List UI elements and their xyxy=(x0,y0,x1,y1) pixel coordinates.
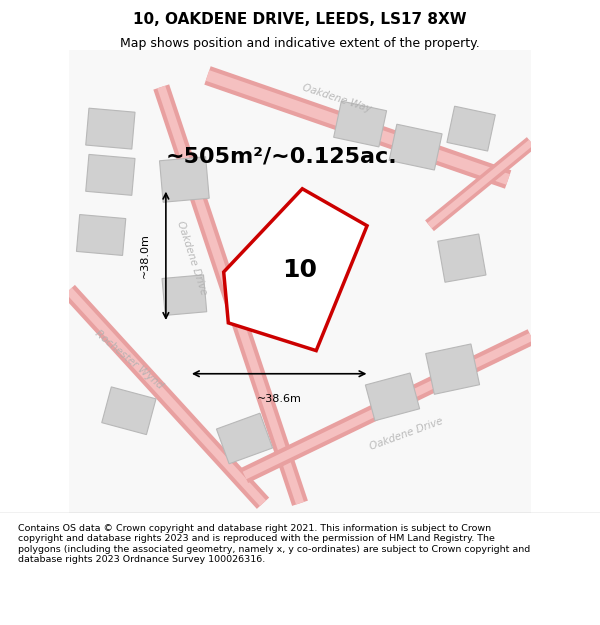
Text: 10, OAKDENE DRIVE, LEEDS, LS17 8XW: 10, OAKDENE DRIVE, LEEDS, LS17 8XW xyxy=(133,12,467,28)
Text: 10: 10 xyxy=(283,258,317,282)
Text: Rochester Wynd: Rochester Wynd xyxy=(93,329,165,391)
Polygon shape xyxy=(438,234,486,282)
Polygon shape xyxy=(102,387,156,434)
Polygon shape xyxy=(162,275,207,316)
Polygon shape xyxy=(86,108,135,149)
Text: Oakdene Drive: Oakdene Drive xyxy=(175,220,208,296)
Polygon shape xyxy=(160,157,209,202)
Text: ~38.6m: ~38.6m xyxy=(257,394,302,404)
Polygon shape xyxy=(389,124,442,170)
Text: ~38.0m: ~38.0m xyxy=(140,233,150,278)
Polygon shape xyxy=(365,373,419,421)
Polygon shape xyxy=(86,154,135,196)
Polygon shape xyxy=(425,344,479,394)
Polygon shape xyxy=(217,413,272,464)
Text: ~505m²/~0.125ac.: ~505m²/~0.125ac. xyxy=(166,146,397,166)
Polygon shape xyxy=(224,189,367,351)
Text: Oakdene Way: Oakdene Way xyxy=(301,82,373,114)
Text: Contains OS data © Crown copyright and database right 2021. This information is : Contains OS data © Crown copyright and d… xyxy=(18,524,530,564)
Polygon shape xyxy=(334,101,386,147)
Text: Map shows position and indicative extent of the property.: Map shows position and indicative extent… xyxy=(120,38,480,51)
Polygon shape xyxy=(447,106,496,151)
Polygon shape xyxy=(76,214,126,256)
Text: Oakdene Drive: Oakdene Drive xyxy=(368,416,445,452)
